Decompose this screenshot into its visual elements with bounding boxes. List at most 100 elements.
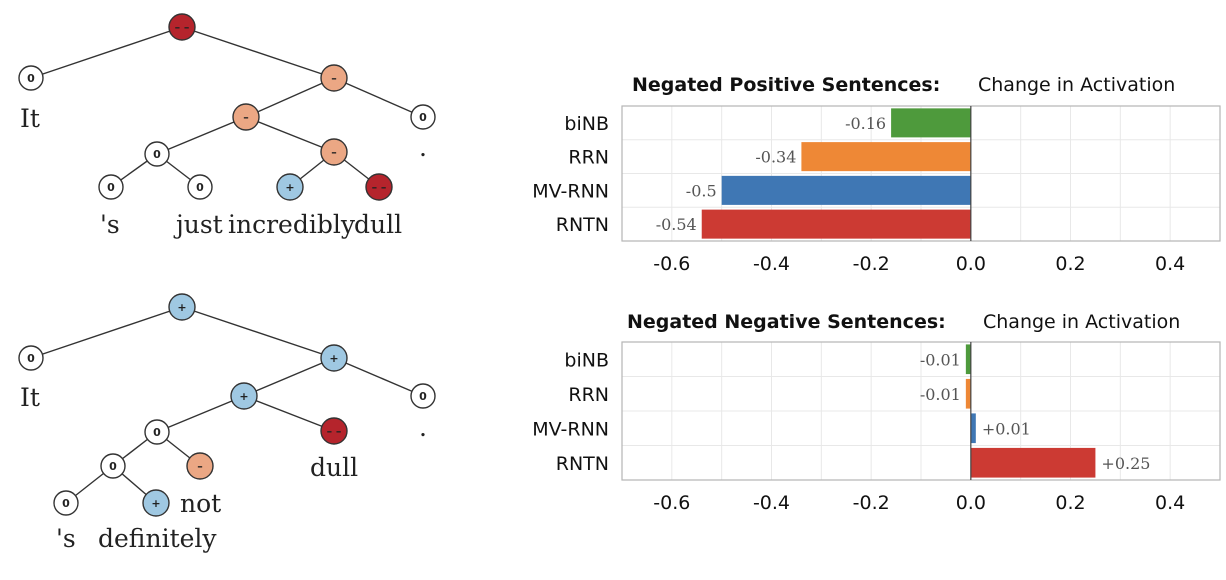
sentiment-node-circle (142, 489, 170, 517)
sentiment-node-label: – – (175, 21, 190, 34)
sentiment-node-label: 0 (419, 111, 427, 124)
tree-node-neutral: 0 (144, 141, 170, 167)
sentiment-node-label: + (239, 390, 248, 403)
sentiment-node-circle (144, 419, 170, 445)
parse-tree-negated-negative: +0 + + 0 0 – – 0 – 0 + It. dull not 's definitely (18, 293, 436, 553)
tree-word: dull (354, 210, 402, 239)
sentiment-node-label: 0 (27, 352, 35, 365)
sentiment-node-label: 0 (419, 390, 427, 403)
sentiment-node-circle (18, 65, 44, 91)
sentiment-node-label: 0 (196, 181, 204, 194)
tree-edges (30, 306, 424, 504)
tree-edge (181, 26, 335, 79)
bar-value-label: -0.54 (656, 215, 697, 234)
chart-negated-positive: Negated Positive Sentences: Change in Ac… (532, 74, 1221, 275)
tree-node-very-negative: – – (365, 173, 393, 201)
sentiment-node-circle (276, 173, 304, 201)
tree-word: 's (56, 524, 76, 553)
tree-edge (30, 26, 183, 79)
bar-value-label: -0.5 (686, 181, 717, 200)
tree-edge (156, 395, 245, 433)
bar-binb (965, 344, 971, 375)
x-tick-label: -0.4 (753, 492, 790, 514)
tree-word: It (20, 104, 40, 133)
bar-rntn (701, 209, 971, 239)
sentiment-node-circle (365, 173, 393, 201)
tree-word: just (173, 210, 223, 239)
tree-node-very-negative: – – (168, 13, 196, 41)
sentiment-node-label: 0 (62, 497, 70, 510)
tree-edge (333, 77, 424, 118)
tree-word: . (419, 413, 427, 442)
tree-word: incredibly (228, 210, 356, 239)
sentiment-node-label: + (285, 181, 294, 194)
tree-node-positive: + (320, 344, 348, 372)
tree-edge (245, 77, 335, 118)
sentiment-node-label: – (331, 146, 337, 159)
tree-node-negative: – (320, 138, 348, 166)
sentiment-node-label: 0 (27, 72, 35, 85)
tree-node-neutral: 0 (18, 65, 44, 91)
tree-node-neutral: 0 (187, 174, 213, 200)
sentiment-node-circle (187, 174, 213, 200)
sentiment-node-circle (100, 453, 126, 479)
tree-edge (243, 395, 335, 432)
category-label: RNTN (556, 214, 609, 236)
tree-node-neutral: 0 (98, 174, 124, 200)
tree-edges (30, 26, 424, 188)
bar-value-label: -0.01 (920, 350, 961, 369)
bar-value-label: +0.25 (1101, 454, 1150, 473)
tree-node-neutral: 0 (410, 383, 436, 409)
bar-rrn (965, 378, 971, 409)
x-tick-label: 0.4 (1155, 492, 1185, 514)
bar-value-label: -0.34 (755, 148, 796, 167)
sentiment-node-label: 0 (153, 148, 161, 161)
bar-value-label: +0.01 (982, 419, 1031, 438)
sentiment-node-circle (168, 293, 196, 321)
tree-edge (243, 357, 335, 397)
x-tick-label: 0.0 (956, 253, 986, 275)
sentiment-node-label: 0 (153, 426, 161, 439)
sentiment-node-label: 0 (107, 181, 115, 194)
sentiment-node-circle (186, 452, 214, 480)
sentiment-node-label: – (331, 72, 337, 85)
tree-node-positive: + (142, 489, 170, 517)
sentiment-node-label: – (243, 111, 249, 124)
bar-mv-rnn (970, 413, 976, 444)
chart-title-rest: Change in Activation (983, 311, 1180, 333)
tree-edge (30, 306, 183, 359)
x-tick-label: -0.6 (653, 492, 690, 514)
tree-node-positive: + (230, 382, 258, 410)
x-tick-label: 0.4 (1155, 253, 1185, 275)
tree-node-negative: – (186, 452, 214, 480)
category-label: MV-RNN (532, 180, 609, 202)
sentiment-node-circle (53, 490, 79, 516)
tree-word: definitely (98, 524, 217, 553)
x-tick-label: 0.2 (1055, 492, 1085, 514)
chart-plot-area: biNB -0.01 RRN -0.01 MV-RNN +0.01 RNTN +0.25 -0.… (532, 341, 1221, 514)
sentiment-node-circle (320, 344, 348, 372)
sentiment-node-label: – – (327, 425, 342, 438)
parse-tree-negated-positive: – – 0 – – 0 0 – 0 0 + – – It. 's just incredibly dull (18, 13, 436, 239)
tree-edge (156, 116, 247, 155)
bar-value-label: -0.16 (845, 114, 886, 133)
sentiment-node-circle (168, 13, 196, 41)
chart-plot-area: biNB -0.16 RRN -0.34 MV-RNN -0.5 RNTN -0.54 -0.6… (532, 105, 1221, 275)
tree-edge (333, 357, 424, 397)
tree-node-positive: + (276, 173, 304, 201)
tree-node-negative: – (320, 64, 348, 92)
sentiment-node-circle (320, 417, 348, 445)
bar-mv-rnn (721, 175, 971, 205)
x-tick-label: -0.2 (853, 253, 890, 275)
sentiment-node-label: + (177, 301, 186, 314)
category-label: biNB (564, 349, 609, 371)
tree-word: . (419, 133, 427, 162)
x-tick-label: -0.4 (753, 253, 790, 275)
sentiment-node-label: + (329, 352, 338, 365)
sentiment-node-circle (144, 141, 170, 167)
plot-frame (621, 105, 1221, 242)
sentiment-node-circle (410, 383, 436, 409)
sentiment-node-label: 0 (109, 460, 117, 473)
bar-rrn (801, 142, 971, 172)
category-label: RRN (568, 147, 609, 169)
